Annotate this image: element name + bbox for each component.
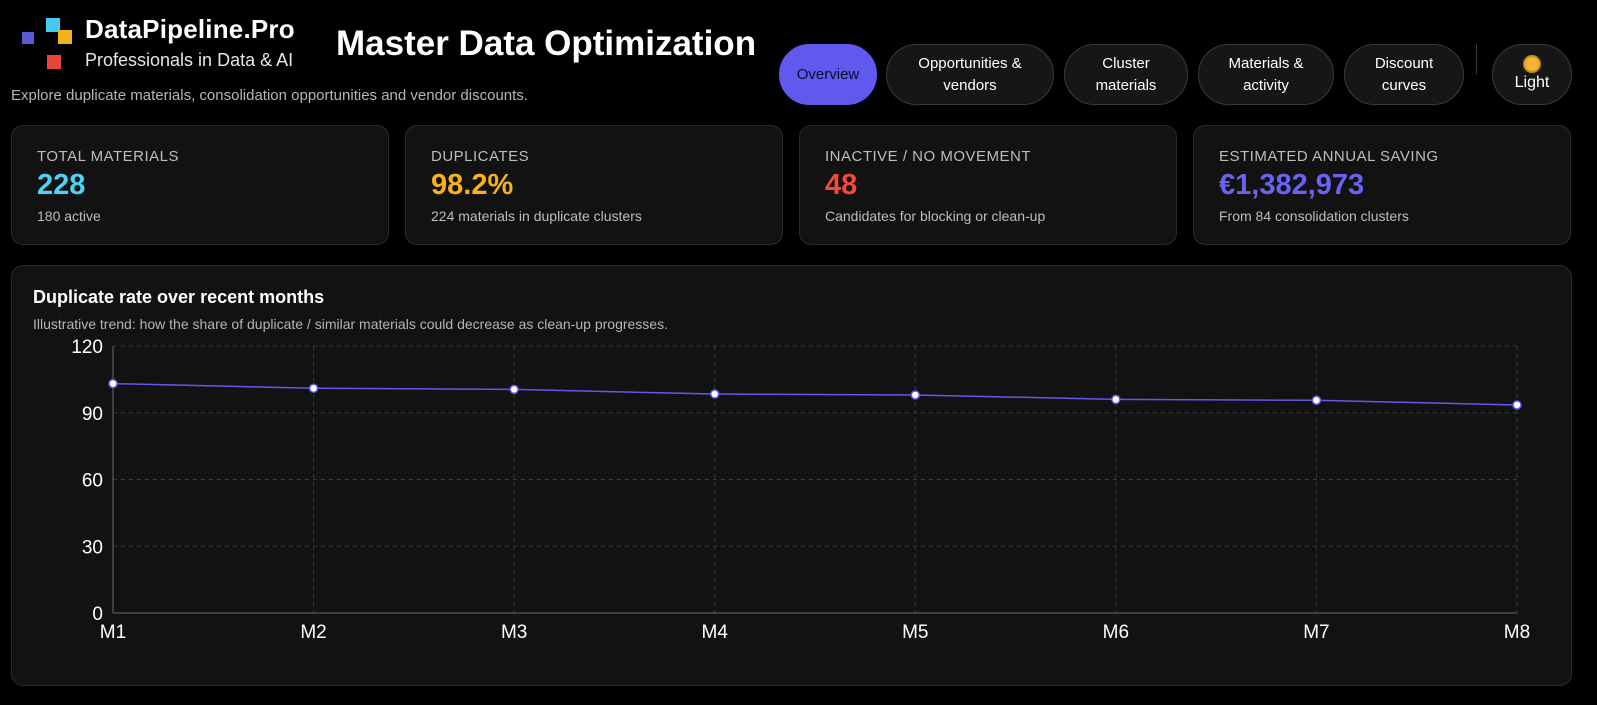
kpi-card-estimated-saving: ESTIMATED ANNUAL SAVING €1,382,973 From …	[1193, 125, 1571, 245]
x-tick-label: M4	[702, 622, 729, 643]
tab-opportunities-vendors[interactable]: Opportunities & vendors	[886, 44, 1054, 105]
data-point	[910, 390, 921, 400]
kpi-label: TOTAL MATERIALS	[37, 148, 179, 165]
theme-toggle-button[interactable]: Light	[1492, 44, 1572, 105]
chart-card: Duplicate rate over recent months Illust…	[11, 265, 1572, 686]
logo-square-icon	[46, 18, 60, 32]
nav-divider	[1476, 44, 1477, 74]
data-point	[509, 384, 519, 395]
chart-subtitle: Illustrative trend: how the share of dup…	[33, 316, 668, 332]
x-tick-label: M1	[100, 622, 126, 643]
kpi-subtext: Candidates for blocking or clean-up	[825, 208, 1046, 224]
theme-toggle-label: Light	[1514, 74, 1550, 91]
series-line	[112, 382, 1518, 406]
tab-cluster-materials[interactable]: Cluster materials	[1064, 44, 1188, 105]
logo-square-icon	[22, 32, 34, 44]
y-tick-label: 30	[82, 537, 103, 558]
tab-overview[interactable]: Overview	[779, 44, 877, 105]
page-title: Master Data Optimization	[336, 24, 757, 63]
kpi-value: 228	[37, 169, 86, 201]
data-point	[1512, 400, 1522, 410]
chart-title: Duplicate rate over recent months	[33, 287, 325, 307]
kpi-subtext: From 84 consolidation clusters	[1219, 208, 1409, 224]
x-tick-label: M7	[1303, 622, 1329, 643]
kpi-value: €1,382,973	[1219, 169, 1365, 201]
kpi-value: 98.2%	[431, 169, 514, 201]
logo-square-icon	[58, 30, 72, 44]
duplicate-rate-chart: 0 30 60 90 120 M1 M2 M3 M4 M5 M6 M7 M8	[71, 337, 1530, 643]
kpi-card-total-materials: TOTAL MATERIALS 228 180 active	[11, 125, 389, 245]
x-tick-label: M5	[902, 622, 928, 643]
data-point	[709, 389, 720, 399]
kpi-label: DUPLICATES	[431, 148, 530, 165]
y-tick-label: 120	[71, 337, 103, 358]
data-point	[308, 383, 319, 394]
kpi-subtext: 224 materials in duplicate clusters	[431, 208, 642, 224]
x-tick-label: M3	[501, 622, 527, 643]
data-point	[1311, 395, 1322, 406]
brand-logo	[22, 16, 74, 69]
kpi-label: INACTIVE / NO MOVEMENT	[825, 148, 1032, 165]
logo-square-icon	[47, 55, 61, 69]
kpi-card-duplicates: DUPLICATES 98.2% 224 materials in duplic…	[405, 125, 783, 245]
sun-icon	[1525, 57, 1539, 71]
brand-tagline: Professionals in Data & AI	[85, 50, 294, 70]
tab-materials-activity[interactable]: Materials & activity	[1198, 44, 1334, 105]
kpi-card-inactive: INACTIVE / NO MOVEMENT 48 Candidates for…	[799, 125, 1177, 245]
kpi-value: 48	[825, 169, 858, 201]
data-point	[1111, 394, 1121, 405]
kpi-label: ESTIMATED ANNUAL SAVING	[1219, 148, 1439, 165]
tab-discount-curves[interactable]: Discount curves	[1344, 44, 1464, 105]
y-tick-label: 60	[82, 471, 103, 492]
page-subtitle: Explore duplicate materials, consolidati…	[11, 87, 528, 104]
x-tick-label: M6	[1103, 622, 1129, 643]
y-tick-label: 0	[92, 604, 103, 625]
y-tick-label: 90	[82, 404, 103, 425]
kpi-subtext: 180 active	[37, 208, 101, 224]
x-tick-label: M2	[300, 622, 326, 643]
brand-name: DataPipeline.Pro	[85, 14, 295, 44]
x-tick-label: M8	[1504, 622, 1530, 643]
data-point	[108, 378, 118, 389]
